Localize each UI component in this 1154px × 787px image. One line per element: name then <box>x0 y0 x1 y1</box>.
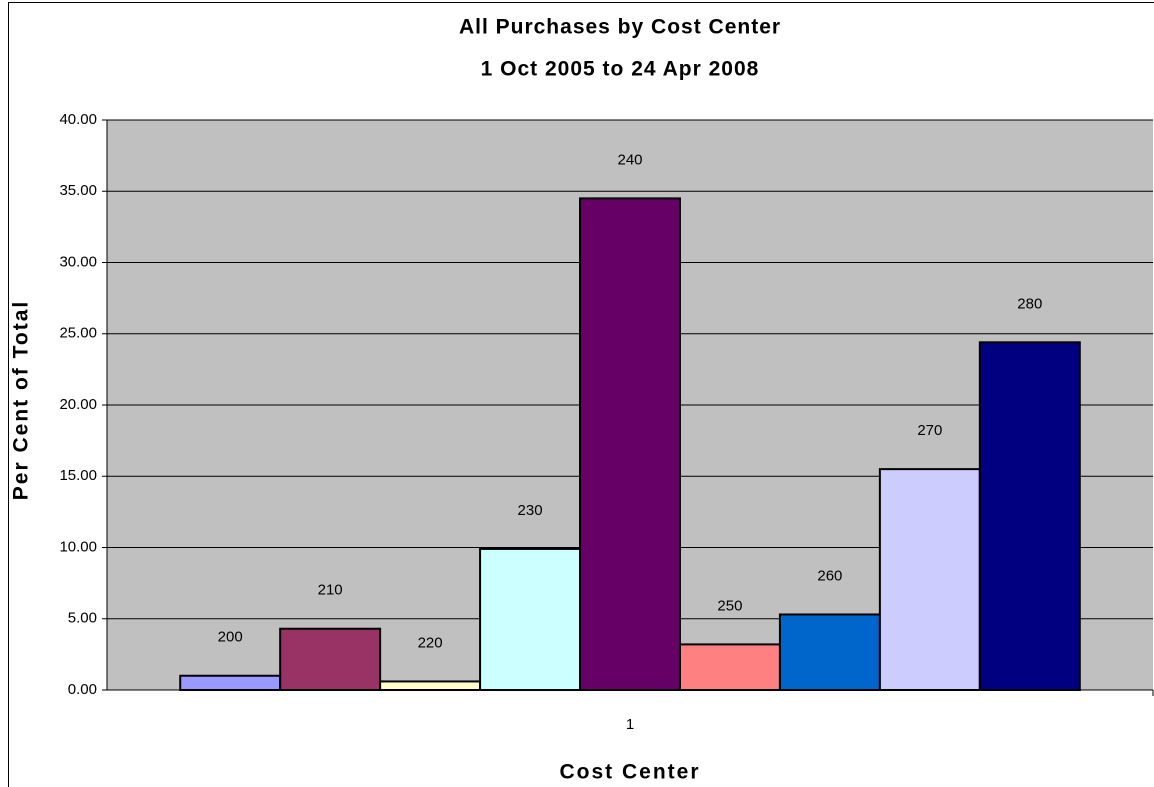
data-label: 230 <box>518 502 543 519</box>
bar <box>379 680 482 692</box>
data-label: 200 <box>218 629 243 646</box>
bar <box>279 627 382 691</box>
x-axis-label: Cost Center <box>559 761 700 784</box>
x-tick-label: 1 <box>626 716 634 733</box>
data-label: 270 <box>917 422 942 439</box>
chart-subtitle: 1 Oct 2005 to 24 Apr 2008 <box>481 58 760 81</box>
y-tick-label: 35.00 <box>59 182 97 199</box>
data-label: 250 <box>717 597 742 614</box>
y-tick-label: 30.00 <box>59 253 97 270</box>
bar <box>479 547 582 691</box>
bar <box>978 341 1081 691</box>
bar <box>179 674 282 691</box>
y-tick-label: 25.00 <box>59 325 97 342</box>
bar <box>579 197 681 691</box>
y-tick-label: 0.00 <box>68 681 97 698</box>
y-tick-label: 20.00 <box>59 396 97 413</box>
data-label: 210 <box>318 582 343 599</box>
y-tick-label: 15.00 <box>59 467 97 484</box>
data-label: 220 <box>418 634 443 651</box>
y-tick-label: 10.00 <box>59 538 97 555</box>
y-tick-label: 40.00 <box>59 111 97 128</box>
data-label: 260 <box>817 567 842 584</box>
bar <box>778 613 881 691</box>
data-label: 280 <box>1017 295 1042 312</box>
data-label: 240 <box>617 151 642 168</box>
y-axis-label: Per Cent of Total <box>10 300 33 500</box>
y-tick-label: 5.00 <box>68 610 97 627</box>
bar <box>878 468 981 691</box>
chart-title: All Purchases by Cost Center <box>459 16 781 39</box>
bar <box>678 643 781 692</box>
